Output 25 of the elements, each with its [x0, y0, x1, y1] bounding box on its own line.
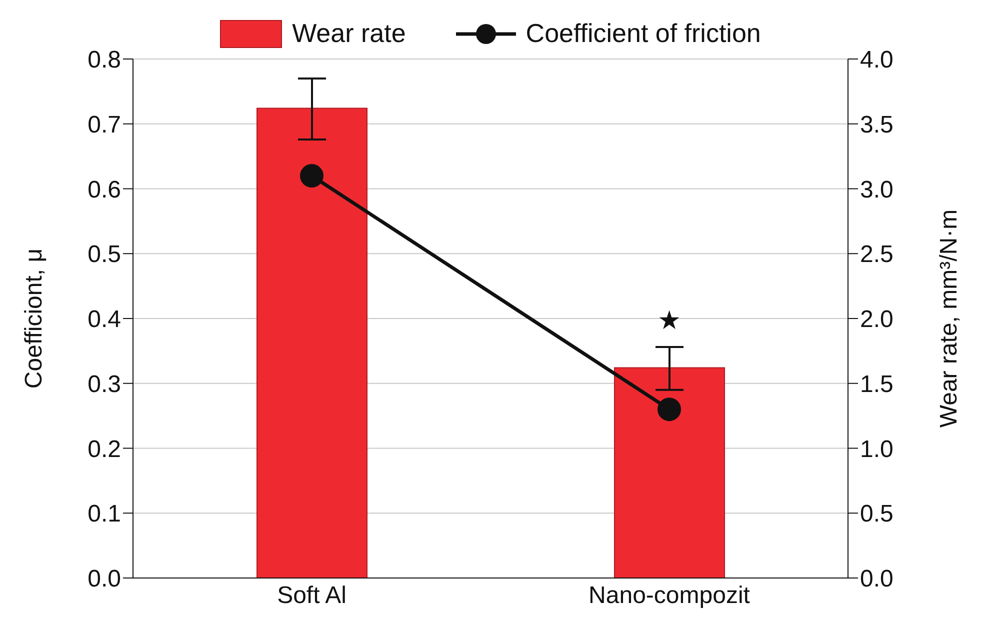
y2-tick-label: 2.0 [860, 306, 894, 334]
y-tick-label: 0.1 [88, 500, 121, 528]
y-tick-label: 0.0 [88, 566, 121, 593]
legend-label: Wear rate [292, 18, 406, 49]
annotation: ★ [658, 305, 681, 336]
y-tick-label: 0.5 [88, 241, 121, 268]
y-tick-label: 0.6 [88, 176, 121, 204]
y2-tick-label: 1.0 [860, 436, 894, 463]
y2-tick-label: 2.5 [860, 241, 894, 268]
y-tick-label: 0.2 [88, 436, 121, 463]
y2-tick-label: 0.0 [860, 566, 894, 593]
y2-axis-title: Wear rate, mm³/N·m [936, 209, 963, 428]
y2-tick-label: 3.0 [860, 176, 894, 204]
legend-label: Coefficient of friction [526, 18, 761, 49]
y-tick-label: 0.3 [88, 370, 121, 398]
y2-tick-label: 1.5 [860, 370, 894, 398]
y-axis-title: Coefficiont, μ [20, 248, 48, 389]
x-tick-label: Nano-compozit [588, 582, 750, 610]
y2-tick-label: 3.5 [860, 111, 894, 138]
y-tick-label: 0.7 [88, 111, 121, 138]
x-tick-label: Soft Al [277, 582, 346, 610]
y-tick-label: 0.8 [88, 46, 121, 74]
y-tick-label: 0.4 [88, 306, 121, 334]
y2-tick-label: 4.0 [860, 46, 894, 74]
y2-tick-label: 0.5 [860, 500, 894, 528]
